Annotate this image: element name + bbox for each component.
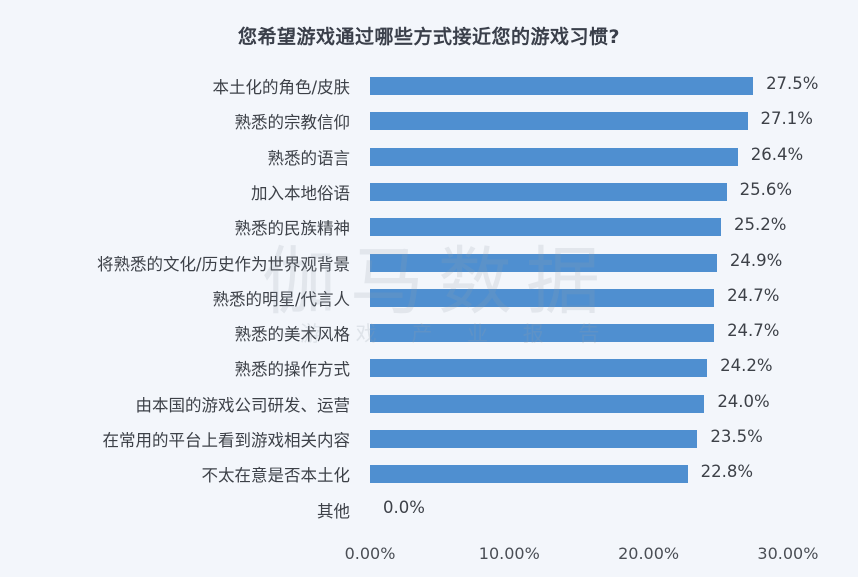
value-label: 27.5% — [766, 74, 819, 93]
bar-row: 由本国的游戏公司研发、运营 24.0% — [0, 386, 858, 421]
bar — [370, 288, 715, 307]
x-tick-label: 0.00% — [344, 544, 396, 563]
value-label: 26.4% — [750, 144, 804, 164]
bar-row: 熟悉的操作方式 24.2% — [0, 350, 858, 385]
bar-row: 不太在意是否本土化 22.8% — [0, 456, 858, 491]
value-label: 24.2% — [720, 356, 773, 376]
category-label: 其他 — [317, 501, 350, 521]
bar-row: 熟悉的明星/代言人 24.7% — [0, 280, 858, 315]
value-label: 22.8% — [700, 462, 754, 482]
value-label: 24.0% — [717, 391, 770, 411]
bar-row: 将熟悉的文化/历史作为世界观背景 24.9% — [0, 245, 858, 280]
bar-row: 其他 0.0% — [0, 492, 858, 527]
bar-row: 熟悉的美术风格 24.7% — [0, 315, 858, 350]
bar — [370, 394, 705, 413]
bar-row: 加入本地俗语 25.6% — [0, 174, 858, 209]
bar — [370, 218, 722, 237]
bar — [370, 359, 708, 378]
category-label: 在常用的平台上看到游戏相关内容 — [102, 431, 351, 450]
bar — [370, 147, 738, 166]
category-label: 由本国的游戏公司研发、运营 — [135, 395, 351, 415]
x-tick-label: 10.00% — [478, 544, 540, 563]
x-tick-label: 30.00% — [757, 544, 819, 563]
category-label: 熟悉的民族精神 — [234, 219, 351, 239]
value-label: 24.7% — [727, 321, 780, 341]
bar — [370, 465, 688, 484]
bar-row: 熟悉的民族精神 25.2% — [0, 209, 858, 244]
category-label: 本土化的角色/皮肤 — [212, 78, 350, 97]
value-label: 0.0% — [383, 497, 425, 517]
category-label: 熟悉的美术风格 — [234, 325, 351, 345]
value-label: 23.5% — [710, 427, 763, 446]
x-axis-ticks: 0.00% 10.00% 20.00% 30.00% — [0, 544, 858, 566]
category-label: 熟悉的语言 — [267, 148, 351, 168]
bar — [370, 430, 698, 448]
bar — [370, 77, 754, 95]
bar-row: 熟悉的语言 26.4% — [0, 139, 858, 174]
bar — [370, 182, 727, 201]
category-label: 不太在意是否本土化 — [201, 466, 351, 486]
bar — [370, 253, 717, 272]
bar — [370, 324, 715, 343]
bar — [370, 112, 748, 131]
value-label: 27.1% — [760, 109, 813, 129]
value-label: 25.2% — [734, 215, 787, 235]
category-label: 熟悉的操作方式 — [234, 360, 351, 380]
value-label: 24.9% — [729, 250, 783, 270]
bar-row: 在常用的平台上看到游戏相关内容 23.5% — [0, 421, 858, 456]
value-label: 25.6% — [739, 179, 793, 199]
category-label: 熟悉的明星/代言人 — [212, 289, 350, 309]
bar-row: 本土化的角色/皮肤 27.5% — [0, 68, 858, 103]
chart-title: 您希望游戏通过哪些方式接近您的游戏习惯? — [237, 26, 621, 48]
value-label: 24.7% — [727, 285, 780, 305]
category-label: 将熟悉的文化/历史作为世界观背景 — [96, 254, 350, 274]
category-label: 加入本地俗语 — [251, 183, 350, 203]
category-label: 熟悉的宗教信仰 — [234, 113, 351, 133]
x-tick-label: 20.00% — [618, 544, 680, 563]
bar-row: 熟悉的宗教信仰 27.1% — [0, 103, 858, 138]
